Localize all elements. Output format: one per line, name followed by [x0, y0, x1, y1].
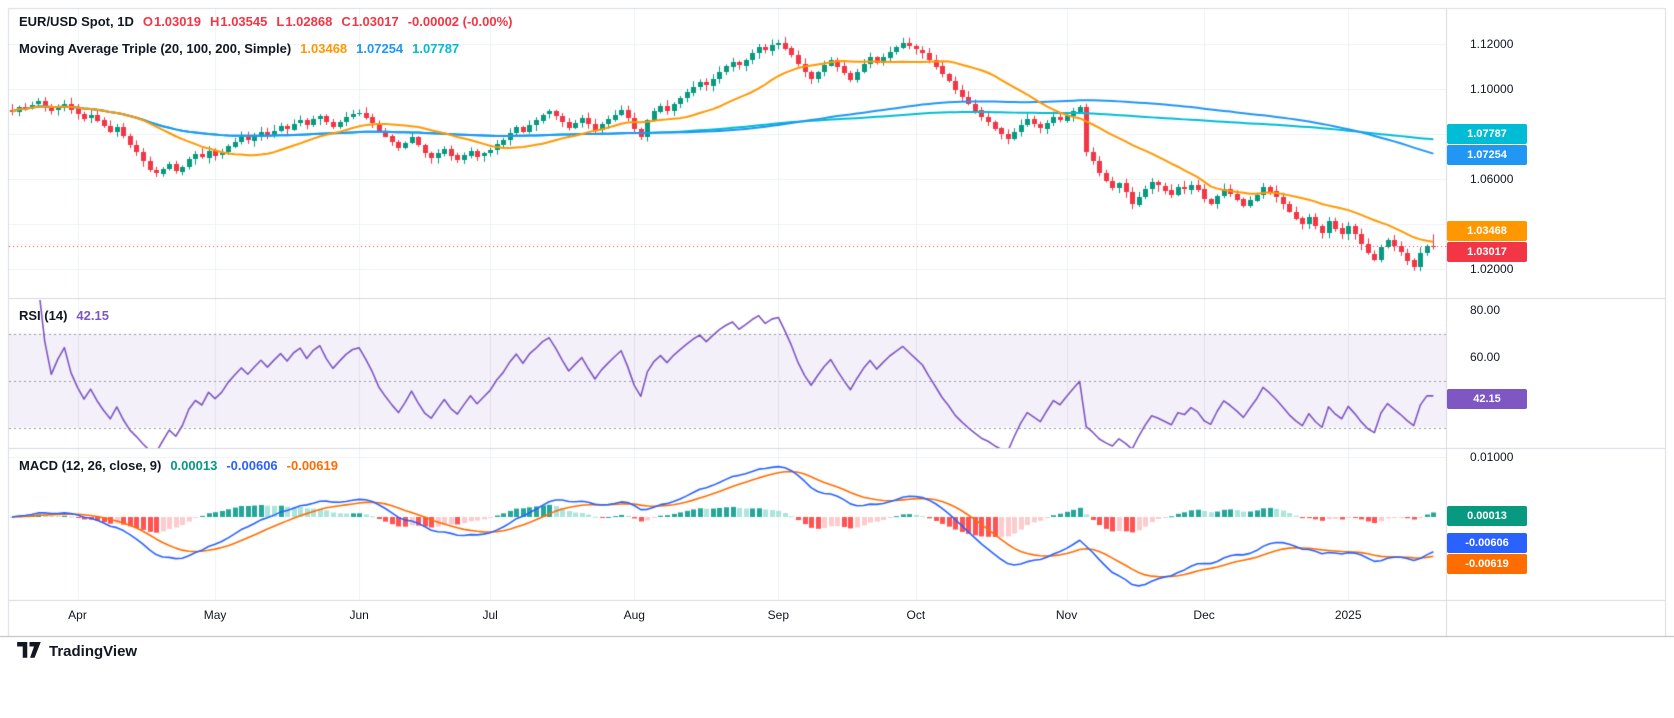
- price-axis-label: 1.10000: [1470, 82, 1514, 96]
- ma-20-price-tag: 1.03468: [1447, 220, 1527, 241]
- ma-200-price-tag: 1.07787: [1447, 124, 1527, 145]
- tradingview-brand[interactable]: TradingView: [49, 642, 138, 660]
- time-axis-label: Jun: [349, 608, 369, 622]
- macd-line-value: -0.00606: [226, 458, 278, 473]
- macd-axis-label: 0.01000: [1470, 450, 1514, 464]
- high-value: H 1.03545: [209, 14, 268, 29]
- macd-hist-tag: 0.00013: [1447, 506, 1527, 527]
- ma-100-price-tag: 1.07254: [1447, 145, 1527, 166]
- close-value: C 1.03017: [341, 14, 399, 29]
- time-axis-label: Jul: [482, 608, 498, 622]
- ma20-value: 1.03468: [300, 41, 348, 56]
- macd-signal-tag: -0.00619: [1447, 554, 1527, 575]
- time-axis-label: Nov: [1055, 608, 1078, 622]
- ma100-value: 1.07254: [356, 41, 404, 56]
- time-axis-label: Dec: [1193, 608, 1215, 622]
- price-axis-label: 1.12000: [1470, 37, 1514, 51]
- price-axis-label: 1.06000: [1470, 172, 1514, 186]
- tradingview-logo-icon[interactable]: [17, 642, 42, 660]
- time-axis-label: 2025: [1334, 608, 1362, 622]
- rsi-axis-label: 60.00: [1470, 350, 1501, 364]
- macd-legend[interactable]: MACD (12, 26, close, 9) 0.00013 -0.00606…: [19, 458, 338, 473]
- open-value: O 1.03019: [142, 14, 201, 29]
- rsi-value: 42.15: [76, 308, 109, 323]
- price-axis-label: 1.02000: [1470, 262, 1514, 276]
- footer: TradingView: [17, 642, 137, 660]
- macd-signal-value: -0.00619: [286, 458, 338, 473]
- change-value: -0.00002 (-0.00%): [407, 14, 513, 29]
- time-axis-label: Aug: [623, 608, 645, 622]
- macd-legend-title: MACD (12, 26, close, 9): [19, 458, 162, 473]
- time-axis-label: Sep: [767, 608, 790, 622]
- macd-line-tag: -0.00606: [1447, 533, 1527, 554]
- low-value: L 1.02868: [276, 14, 333, 29]
- rsi-legend-title: RSI (14): [19, 308, 68, 323]
- rsi-axis-label: 80.00: [1470, 303, 1501, 317]
- rsi-legend[interactable]: RSI (14) 42.15: [19, 308, 109, 323]
- rsi-value-tag: 42.15: [1447, 388, 1527, 409]
- symbol-title: EUR/USD Spot, 1D: [19, 14, 134, 29]
- ma-legend-title: Moving Average Triple (20, 100, 200, Sim…: [19, 41, 292, 56]
- macd-hist-value: 0.00013: [170, 458, 218, 473]
- main-series-legend[interactable]: EUR/USD Spot, 1D O 1.03019 H 1.03545 L 1.02…: [19, 14, 512, 29]
- time-axis-label: May: [203, 608, 227, 622]
- last-price-tag: 1.03017: [1447, 241, 1527, 262]
- time-axis-label: Oct: [906, 608, 926, 622]
- ma200-value: 1.07787: [412, 41, 460, 56]
- ma-triple-legend[interactable]: Moving Average Triple (20, 100, 200, Sim…: [19, 41, 459, 56]
- time-axis-label: Apr: [68, 608, 87, 622]
